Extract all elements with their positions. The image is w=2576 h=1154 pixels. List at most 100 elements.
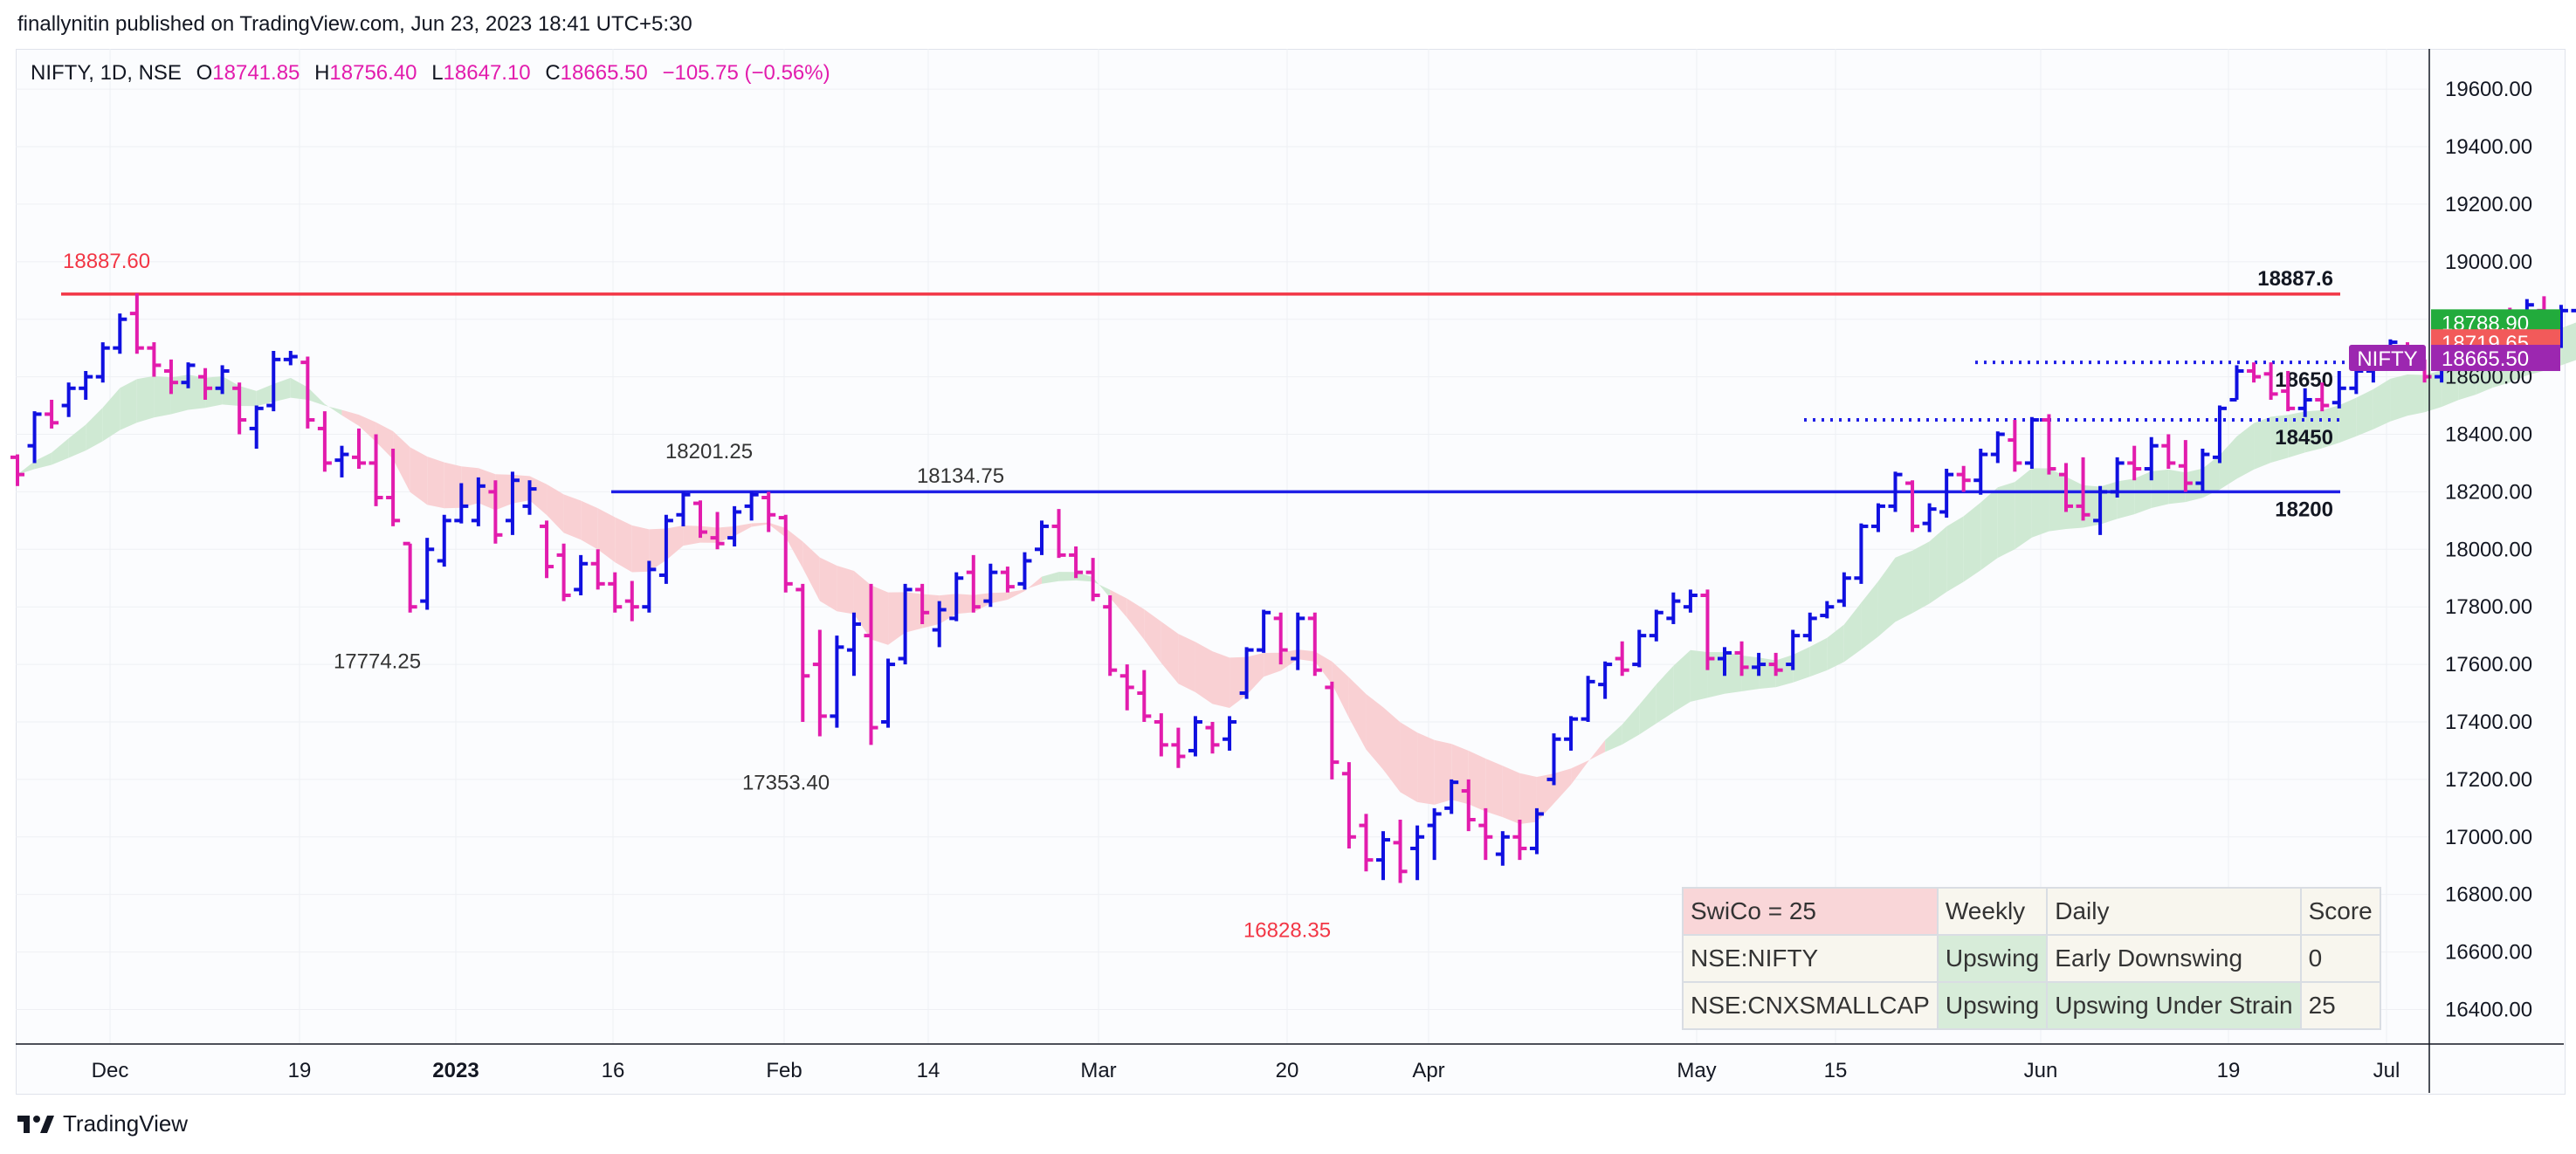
ohlc-bar [505,471,520,535]
band-segment [154,375,171,418]
band-segment [853,571,871,640]
band-segment [649,528,666,572]
ohlc-bar [1752,652,1767,677]
band-segment [273,377,291,402]
ohlc-bar [147,342,162,377]
ohlc-bar [1257,609,1271,653]
band-segment [2338,397,2357,443]
tradingview-brand[interactable]: TradingView [17,1110,188,1137]
ohlc-bar [1990,431,2005,464]
band-segment [2288,411,2305,458]
band-segment [2083,484,2101,528]
band-segment [785,528,803,568]
band-segment [1468,751,1486,812]
band-segment [563,494,582,540]
ohlc-bar [574,554,589,596]
band-segment [1912,541,1930,614]
ohlc-bar [1461,779,1476,832]
ohlc-bar [1325,681,1340,780]
ohlc-bar [1035,520,1049,555]
band-segment [922,594,940,629]
band-segment [1707,651,1725,698]
band-segment [597,508,616,563]
band-segment [1997,482,2015,559]
legend-low: 18647.10 [443,61,531,85]
x-tick-label: 20 [1276,1059,1299,1082]
y-tick-label: 17000.00 [2445,826,2532,849]
band-segment [1809,637,1828,677]
price-annotation: 17774.25 [334,650,421,674]
legend-close: 18665.50 [560,61,648,85]
band-segment [1656,665,1674,724]
ohlc-bar [2076,457,2090,521]
level-label: 18200 [2275,498,2333,521]
band-segment [751,522,769,527]
band-segment [1673,649,1691,713]
ohlc-bar [1478,807,1493,861]
ohlc-bar [2281,371,2296,412]
x-tick-label: Apr [1412,1059,1444,1082]
band-segment [1434,739,1452,805]
band-segment [1861,580,1878,650]
price-annotation: 16828.35 [1243,918,1331,942]
ohlc-bar [1768,652,1783,677]
band-segment [2356,388,2373,436]
ohlc-bar [761,491,776,532]
band-segment [700,525,718,543]
band-segment [1383,707,1401,793]
level-label: 18450 [2275,426,2333,450]
ohlc-bar [1307,612,1322,677]
price-annotation: 18134.75 [917,464,1004,488]
band-segment [2322,405,2339,449]
band-segment [1519,773,1537,825]
ohlc-bar [1359,814,1374,872]
band-segment [2066,477,2084,529]
band-segment [478,468,496,511]
ohlc-bar [898,583,913,665]
ohlc-bar [1154,713,1168,757]
ohlc-bar [522,480,537,515]
ohlc-bar [1718,647,1732,677]
band-segment [2202,455,2220,498]
band-segment [2049,468,2066,532]
legend-low-label: L [431,61,444,85]
legend-open: 18741.85 [212,61,300,85]
band-segment [1417,732,1435,805]
band-segment [802,541,820,601]
x-tick-label: Mar [1080,1059,1116,1082]
band-segment [2015,468,2032,550]
band-segment [1126,598,1145,640]
ohlc-bar [693,500,707,539]
ohlc-bar [1854,523,1869,584]
x-tick-label: May [1677,1059,1716,1082]
ohlc-bar [1683,589,1698,613]
ohlc-bar [2093,485,2108,535]
table-row: NSE:CNXSMALLCAP Upswing Upswing Under St… [1682,981,2381,1030]
y-tick-label: 17200.00 [2445,768,2532,792]
band-segment [2560,322,2576,366]
band-segment [2117,478,2135,519]
tradingview-logo-icon [17,1115,54,1133]
band-segment [290,377,308,400]
x-tick-label: Jul [2373,1059,2400,1082]
ohlc-bar [1512,820,1527,861]
y-tick-label: 19600.00 [2445,78,2532,101]
ohlc-bar [1615,641,1629,677]
band-segment [2100,481,2118,525]
ohlc-bar [658,514,673,584]
band-segment [1076,572,1093,582]
ohlc-bar [966,554,981,613]
band-segment [768,522,786,538]
band-segment [1280,649,1298,671]
ohlc-bar [45,399,59,429]
band-segment [683,525,700,546]
band-segment [1246,652,1264,696]
band-segment [17,461,35,475]
time-axis: Dec 19 2023 16 Feb 14 Mar 20 Apr May 15 Jun 19 Jul [16,1043,2564,1082]
ohlc-bar [2178,440,2193,492]
ohlc-bar [1700,589,1715,670]
band-segment [1963,502,1981,582]
band-segment [529,476,548,515]
